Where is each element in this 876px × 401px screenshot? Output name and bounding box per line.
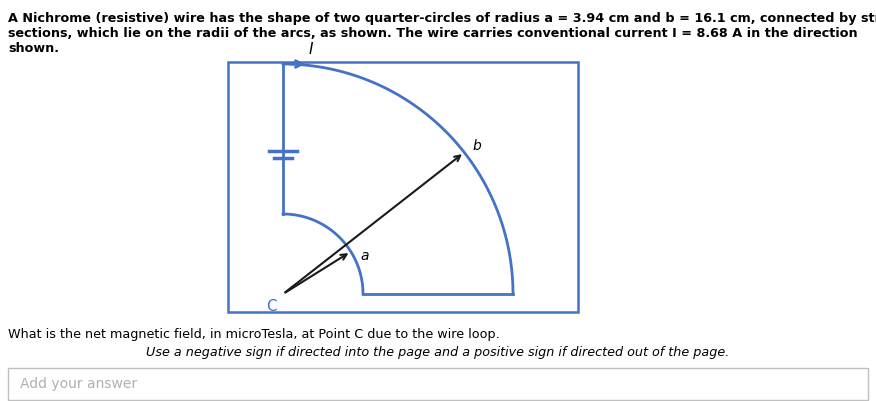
Text: b: b [472,140,481,154]
Text: A Nichrome (resistive) wire has the shape of two quarter-circles of radius a = 3: A Nichrome (resistive) wire has the shap… [8,12,876,25]
Bar [8,368,868,400]
Text: sections, which lie on the radii of the arcs, as shown. The wire carries convent: sections, which lie on the radii of the … [8,27,858,40]
Text: What is the net magnetic field, in microTesla, at Point C due to the wire loop.: What is the net magnetic field, in micro… [8,328,499,341]
Text: I: I [308,43,314,57]
Bar [228,62,578,312]
Text: Use a negative sign if directed into the page and a positive sign if directed ou: Use a negative sign if directed into the… [146,346,730,359]
Text: a: a [361,249,370,263]
Text: Add your answer: Add your answer [20,377,138,391]
Text: shown.: shown. [8,42,59,55]
Text: C: C [265,299,276,314]
